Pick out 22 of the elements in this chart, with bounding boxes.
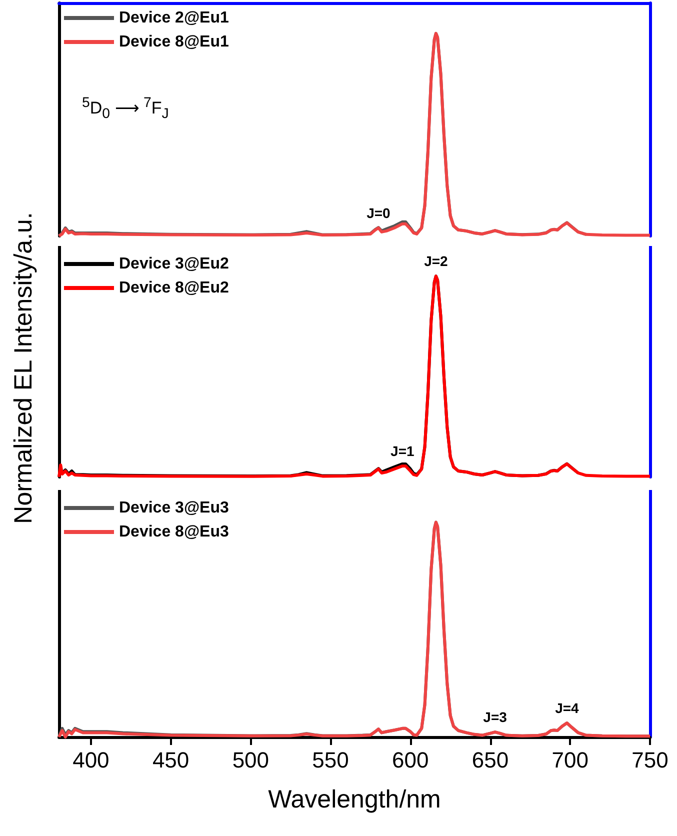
x-tick-label: 750 <box>632 748 668 772</box>
x-tick-label: 550 <box>312 748 349 772</box>
x-tick-label: 600 <box>392 748 429 772</box>
x-tick-label: 500 <box>232 748 270 772</box>
x-axis-title: Wavelength/nm <box>268 786 441 814</box>
legend-label: Device 8@Eu2 <box>119 280 229 296</box>
legend-label: Device 3@Eu2 <box>119 256 229 272</box>
x-tick-label: 700 <box>552 748 588 772</box>
annotation: J=1 <box>390 442 415 459</box>
y-axis-title: Normalized EL Intensity/a.u. <box>10 212 38 524</box>
x-tick-label: 650 <box>472 748 509 772</box>
legend-label: Device 8@Eu1 <box>119 34 229 50</box>
annotation: J=0 <box>366 204 391 221</box>
legend-label: Device 8@Eu3 <box>119 524 229 540</box>
legend-label: Device 2@Eu1 <box>119 10 229 26</box>
annotation: J=3 <box>483 709 508 726</box>
annotation: $^{5}$D$_{0}$ ⟶ $^{7}$F$_{J}$ <box>82 95 169 122</box>
x-tick-label: 400 <box>72 748 110 772</box>
legend-label: Device 3@Eu3 <box>119 500 229 516</box>
annotation: J=4 <box>555 700 580 716</box>
annotation: J=2 <box>424 253 448 270</box>
x-tick-label: 450 <box>152 748 190 772</box>
